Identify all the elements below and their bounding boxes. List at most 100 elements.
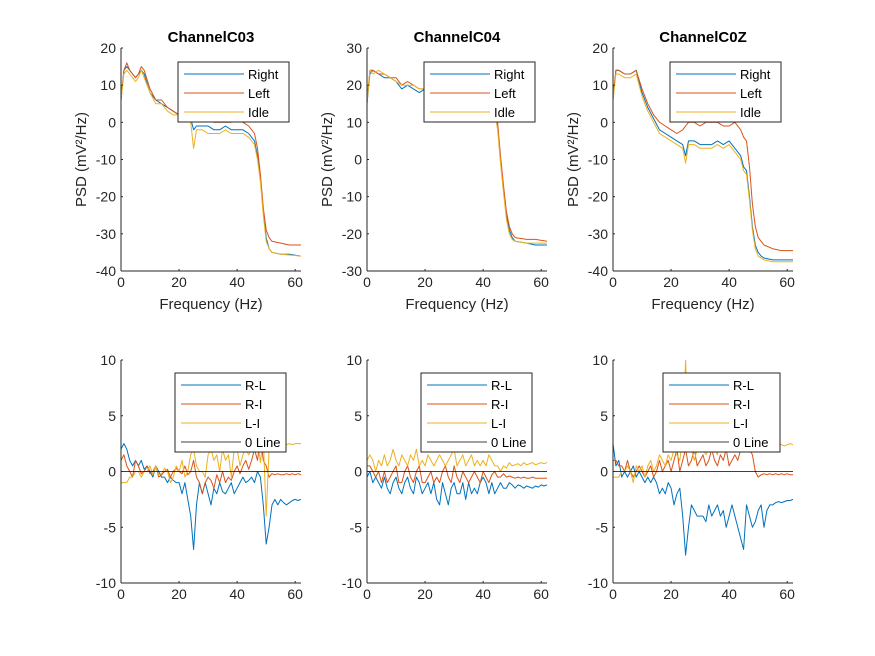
legend: Right Left Idle xyxy=(423,61,536,123)
legend-label: R-L xyxy=(491,378,512,393)
y-tick-label: -20 xyxy=(342,226,362,242)
y-tick-label: 5 xyxy=(108,408,116,424)
y-tick-label: 0 xyxy=(354,464,362,480)
y-tick-label: -10 xyxy=(96,152,116,168)
y-tick-label: 0 xyxy=(600,464,608,480)
x-tick-label: 40 xyxy=(229,274,245,290)
series-group xyxy=(367,448,547,506)
y-tick-label: -5 xyxy=(596,519,609,535)
legend-label: R-I xyxy=(733,397,750,412)
y-tick-label: -5 xyxy=(104,519,117,535)
y-tick-label: -20 xyxy=(588,189,608,205)
x-tick-label: 20 xyxy=(171,586,187,602)
x-tick-label: 0 xyxy=(609,274,617,290)
legend-label: Right xyxy=(248,67,279,82)
y-tick-label: -20 xyxy=(96,189,116,205)
y-tick-label: 10 xyxy=(100,77,116,93)
subplot-1: 0 20 40 60 -40 -30 -20 -10 0 10 20 ChannelC03 Freque… xyxy=(73,29,303,313)
y-tick-label: 20 xyxy=(100,40,116,56)
y-tick-label: -40 xyxy=(588,263,608,279)
legend-label: Left xyxy=(494,86,516,101)
y-tick-label: 10 xyxy=(592,352,608,368)
x-tick-label: 20 xyxy=(417,586,433,602)
legend-label: L-I xyxy=(491,416,506,431)
y-tick-label: 0 xyxy=(108,464,116,480)
y-tick-label: -10 xyxy=(588,152,608,168)
x-tick-label: 60 xyxy=(287,274,303,290)
legend: Right Left Idle xyxy=(177,61,290,123)
y-axis-label: PSD (mV²/Hz) xyxy=(565,112,582,207)
y-tick-label: -10 xyxy=(342,189,362,205)
y-tick-label: -30 xyxy=(588,226,608,242)
x-tick-label: 60 xyxy=(533,274,549,290)
legend-label: Idle xyxy=(740,105,761,120)
legend-label: L-I xyxy=(733,416,748,431)
legend-box xyxy=(662,372,781,453)
y-tick-label: -10 xyxy=(588,575,608,591)
x-tick-label: 40 xyxy=(475,586,491,602)
series-line-left xyxy=(613,69,793,252)
legend-label: Right xyxy=(740,67,771,82)
y-tick-label: 30 xyxy=(346,40,362,56)
x-axis-label: Frequency (Hz) xyxy=(405,296,508,313)
x-tick-label: 20 xyxy=(417,274,433,290)
series-line-r-l xyxy=(367,471,547,506)
legend-label: R-L xyxy=(245,378,266,393)
legend-label: Idle xyxy=(494,105,515,120)
x-tick-label: 0 xyxy=(117,586,125,602)
x-tick-label: 20 xyxy=(663,274,679,290)
subplot-6: 0 20 40 60 -10 -5 0 5 10 R-L R-I L-I 0 Line xyxy=(588,352,795,602)
y-tick-label: 10 xyxy=(592,77,608,93)
legend-box xyxy=(174,372,287,453)
x-axis-label: Frequency (Hz) xyxy=(159,296,262,313)
legend: R-L R-I L-I 0 Line xyxy=(662,372,781,453)
x-tick-label: 20 xyxy=(663,586,679,602)
x-tick-label: 0 xyxy=(363,586,371,602)
x-tick-label: 0 xyxy=(117,274,125,290)
y-tick-label: 20 xyxy=(592,40,608,56)
subplot-3: 0 20 40 60 -40 -30 -20 -10 0 10 20 ChannelC0Z Freque… xyxy=(565,29,795,313)
legend-label: 0 Line xyxy=(491,435,526,450)
x-tick-label: 60 xyxy=(779,274,795,290)
series-line-l-i xyxy=(367,448,547,472)
y-tick-label: 20 xyxy=(346,77,362,93)
series-line-r-l xyxy=(613,443,793,556)
y-tick-label: -30 xyxy=(342,263,362,279)
legend-label: 0 Line xyxy=(733,435,768,450)
x-tick-label: 40 xyxy=(475,274,491,290)
chart-title: ChannelC0Z xyxy=(659,29,747,46)
y-tick-label: 5 xyxy=(600,408,608,424)
subplot-grid: 0 20 40 60-40-30-20-1001020ChannelC03Freque… xyxy=(73,29,795,602)
legend-box xyxy=(420,372,533,453)
subplot-2: 0 20 40 60 -30 -20 -10 0 10 20 30 ChannelC04 Frequen… xyxy=(319,29,549,313)
legend-label: Idle xyxy=(248,105,269,120)
legend: R-L R-I L-I 0 Line xyxy=(174,372,287,453)
legend-label: R-I xyxy=(245,397,262,412)
subplot-5: 0 20 40 60 -10 -5 0 5 10 R-L R-I L-I 0 Line xyxy=(342,352,549,602)
series-line-r-i xyxy=(613,437,793,478)
series-line-idle xyxy=(613,73,793,263)
x-tick-label: 0 xyxy=(609,586,617,602)
y-tick-label: 0 xyxy=(108,114,116,130)
y-tick-label: 10 xyxy=(346,352,362,368)
legend-label: Right xyxy=(494,67,525,82)
subplot-4: 0 20 40 60 -10 -5 0 5 10 R-L R-I L-I 0 Line xyxy=(96,352,303,602)
y-tick-label: -5 xyxy=(350,519,363,535)
x-tick-label: 0 xyxy=(363,274,371,290)
x-tick-label: 60 xyxy=(287,586,303,602)
y-axis-label: PSD (mV²/Hz) xyxy=(319,112,336,207)
series-line-idle xyxy=(121,69,301,257)
y-tick-label: -10 xyxy=(342,575,362,591)
y-tick-label: 10 xyxy=(346,114,362,130)
chart-title: ChannelC04 xyxy=(414,29,501,46)
chart-title: ChannelC03 xyxy=(168,29,255,46)
y-tick-label: -40 xyxy=(96,263,116,279)
legend: R-L R-I L-I 0 Line xyxy=(420,372,533,453)
y-tick-label: -30 xyxy=(96,226,116,242)
legend-label: Left xyxy=(740,86,762,101)
series-line-r-i xyxy=(121,437,301,495)
y-tick-label: 10 xyxy=(100,352,116,368)
legend-label: R-L xyxy=(733,378,754,393)
x-tick-label: 40 xyxy=(721,586,737,602)
